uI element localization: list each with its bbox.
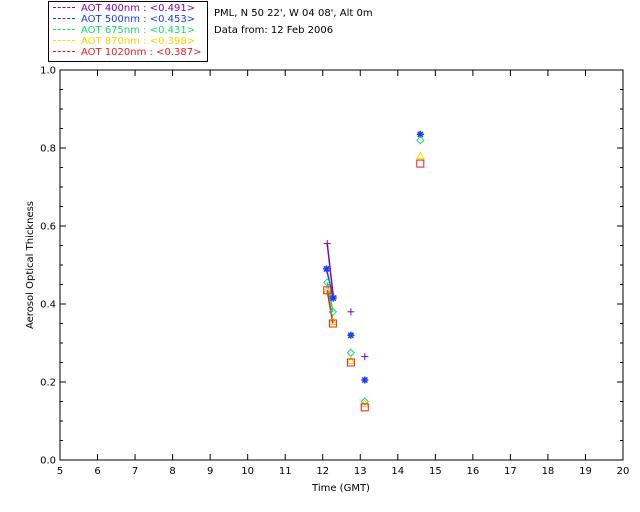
- aot-400nm-point: [347, 308, 355, 316]
- x-tick-label: 17: [504, 466, 517, 477]
- aot-400nm-point: [323, 240, 331, 248]
- aot-870nm-point: [328, 316, 338, 326]
- x-tick-label: 18: [542, 466, 555, 477]
- x-tick-label: 14: [391, 466, 404, 477]
- legend-label-870nm: AOT 870nm : <0.398>: [81, 36, 196, 47]
- aot-1020nm-square: [360, 403, 369, 412]
- aot-675nm-point: [328, 307, 338, 317]
- aot-870nm-point: [346, 355, 356, 365]
- plot-frame: [59, 69, 624, 461]
- aot-500nm-ast-d2: [347, 332, 355, 339]
- legend-swatch-400nm: [53, 7, 75, 9]
- legend-entry-870nm: AOT 870nm : <0.398>: [53, 36, 195, 47]
- legend-entry-400nm: AOT 400nm : <0.491>: [53, 3, 195, 14]
- aot-675nm-diamond: [416, 135, 425, 145]
- x-tick-label: 13: [354, 466, 367, 477]
- aot-675nm-diamond: [360, 397, 369, 406]
- aot-675nm-diamond: [346, 348, 356, 357]
- y-tick-label: 1.0: [40, 66, 56, 77]
- y-tick-label: 0.4: [40, 300, 56, 311]
- y-tick-label: 0.0: [40, 456, 56, 467]
- x-axis-label: Time (GMT): [311, 483, 370, 494]
- legend-entry-500nm: AOT 500nm : <0.453>: [53, 14, 195, 25]
- x-tick-label: 11: [279, 466, 292, 477]
- aot-500nm-point: [329, 294, 337, 302]
- aot-500nm-point: [322, 265, 330, 273]
- axis-ticks: 5 6 7 8 9 10 11 12 13 14 15 16 17 18 19 20 0.0 0.2 0.4 0.6 0…: [40, 66, 629, 478]
- aot-870nm-point: [415, 151, 425, 160]
- legend-label-500nm: AOT 500nm : <0.453>: [81, 14, 196, 25]
- x-tick-label: 6: [94, 466, 100, 477]
- x-tick-label: 15: [429, 466, 442, 477]
- aot-675nm-point: [346, 348, 356, 357]
- legend-swatch-500nm: [53, 18, 75, 20]
- aot-400nm-line: [326, 243, 334, 297]
- legend-label-1020nm: AOT 1020nm : <0.387>: [81, 47, 202, 58]
- x-tick-label: 16: [466, 466, 479, 477]
- legend-entry-675nm: AOT 675nm : <0.431>: [53, 25, 195, 36]
- aot-500nm-ast-d2: [361, 376, 368, 384]
- x-tick-label: 12: [316, 466, 329, 477]
- aot-1020nm-square: [416, 159, 425, 168]
- aot-675nm-point: [416, 135, 425, 145]
- x-tick-label: 9: [207, 466, 213, 477]
- aot-500nm-ast-d2: [330, 295, 337, 302]
- aot-1020nm-line: [326, 290, 334, 324]
- legend-swatch-1020nm: [53, 51, 75, 53]
- y-tick-label: 0.6: [40, 222, 56, 233]
- x-tick-label: 8: [169, 466, 175, 477]
- aot-870nm-triangle: [346, 355, 356, 365]
- legend-label-400nm: AOT 400nm : <0.491>: [81, 3, 196, 14]
- x-tick-label: 19: [579, 466, 592, 477]
- aot-1020nm-point: [360, 403, 369, 412]
- aot-870nm-triangle: [328, 316, 338, 326]
- legend-swatch-870nm: [53, 40, 75, 42]
- aot-500nm-ast-d2: [417, 131, 424, 138]
- y-tick-label: 0.2: [40, 378, 56, 389]
- aot-500nm-point: [347, 331, 355, 339]
- aot-1020nm-point: [346, 358, 355, 367]
- location-label: PML, N 50 22', W 04 08', Alt 0m: [214, 8, 373, 19]
- aot-1020nm-point: [416, 159, 425, 168]
- x-tick-label: 7: [132, 466, 138, 477]
- aot-1020nm-point: [323, 286, 332, 295]
- data-date-label: Data from: 12 Feb 2006: [214, 25, 334, 36]
- data-markers: [322, 130, 425, 412]
- aot-870nm-triangle: [360, 398, 370, 407]
- aot-675nm-point: [360, 397, 369, 406]
- aot-1020nm-point: [328, 319, 337, 328]
- y-axis-label: Aerosol Optical Thickness: [25, 201, 36, 329]
- legend: AOT 400nm : <0.491> AOT 500nm : <0.453> …: [48, 1, 208, 62]
- aot-870nm-triangle: [415, 151, 425, 160]
- aot-500nm-ast-d2: [323, 265, 330, 273]
- aot-1020nm-square: [323, 286, 332, 295]
- aot-675nm-line: [326, 282, 334, 312]
- aot-500nm-point: [361, 376, 369, 384]
- x-tick-label: 20: [617, 466, 630, 477]
- legend-swatch-675nm: [53, 29, 75, 31]
- y-tick-label: 0.8: [40, 144, 56, 155]
- aot-400nm-point: [361, 353, 369, 361]
- aot-1020nm-square: [328, 319, 337, 328]
- legend-label-675nm: AOT 675nm : <0.431>: [81, 25, 196, 36]
- aot-1020nm-square: [346, 358, 355, 367]
- x-tick-label: 10: [241, 466, 254, 477]
- aot-870nm-point: [360, 398, 370, 407]
- legend-entry-1020nm: AOT 1020nm : <0.387>: [53, 47, 201, 58]
- x-tick-label: 5: [57, 466, 63, 477]
- aot-675nm-diamond: [328, 307, 338, 317]
